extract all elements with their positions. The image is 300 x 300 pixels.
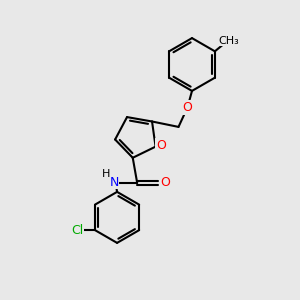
Text: O: O (156, 139, 166, 152)
Text: H: H (102, 169, 110, 179)
Text: Cl: Cl (71, 224, 83, 237)
Text: O: O (183, 101, 192, 114)
Text: O: O (160, 176, 170, 189)
Text: CH₃: CH₃ (218, 36, 239, 46)
Text: N: N (110, 176, 119, 189)
